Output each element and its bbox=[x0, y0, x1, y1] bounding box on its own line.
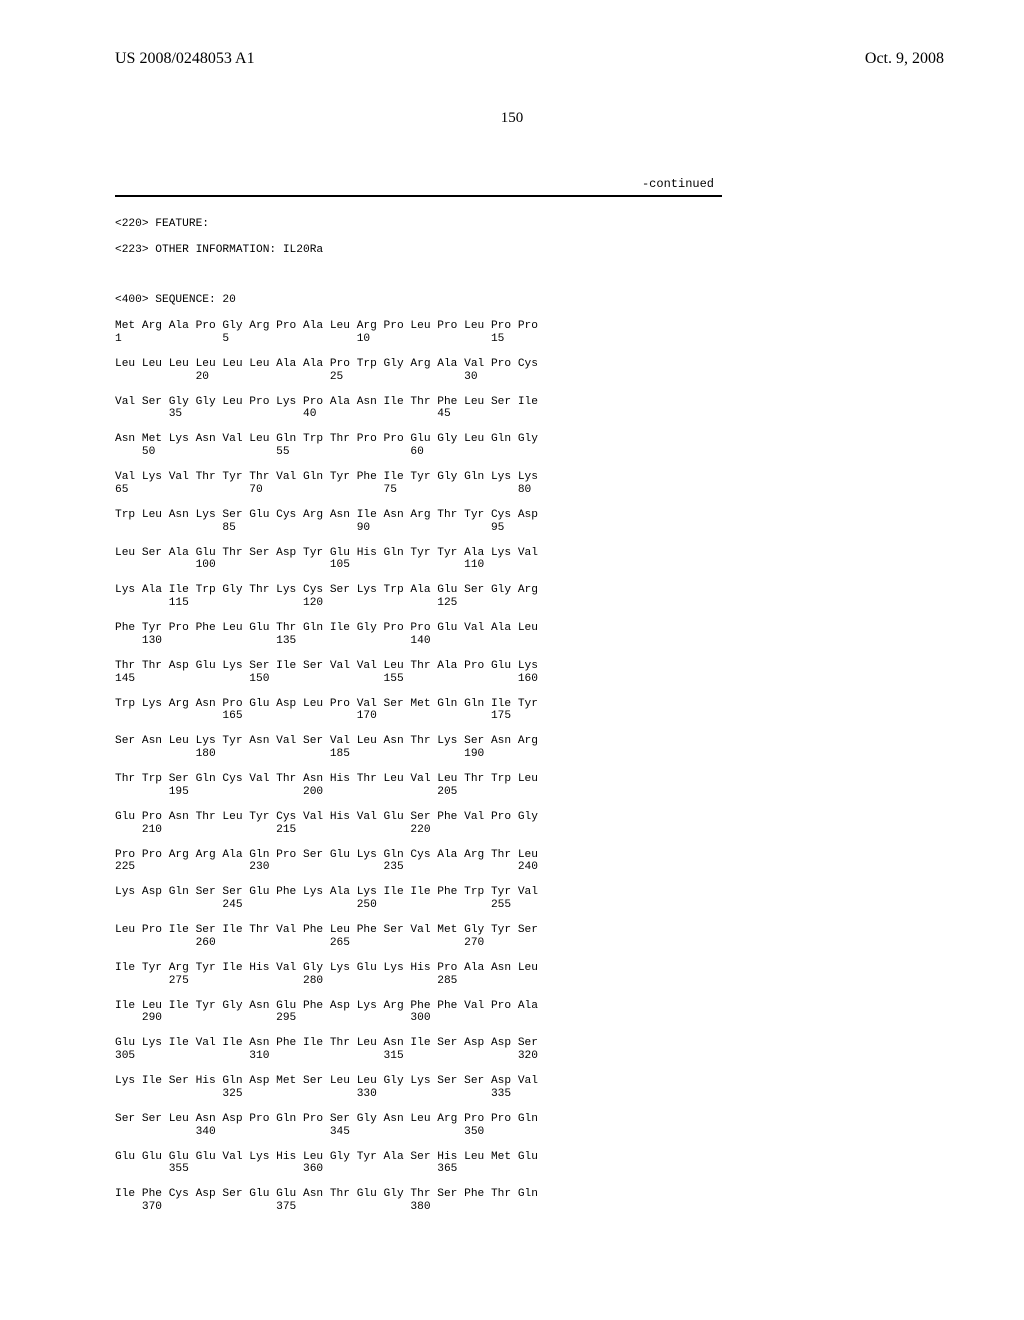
sequence-row: Trp Lys Arg Asn Pro Glu Asp Leu Pro Val … bbox=[115, 698, 1024, 724]
amino-acid-line: Ile Leu Ile Tyr Gly Asn Glu Phe Asp Lys … bbox=[115, 1000, 1024, 1013]
sequence-row: Leu Leu Leu Leu Leu Leu Ala Ala Pro Trp … bbox=[115, 358, 1024, 384]
sequence-row: Thr Trp Ser Gln Cys Val Thr Asn His Thr … bbox=[115, 773, 1024, 799]
position-number-line: 195 200 205 bbox=[115, 786, 1024, 799]
amino-acid-line: Lys Ile Ser His Gln Asp Met Ser Leu Leu … bbox=[115, 1075, 1024, 1088]
sequence-row: Asn Met Lys Asn Val Leu Gln Trp Thr Pro … bbox=[115, 433, 1024, 459]
amino-acid-line: Thr Trp Ser Gln Cys Val Thr Asn His Thr … bbox=[115, 773, 1024, 786]
position-number-line: 145 150 155 160 bbox=[115, 673, 1024, 686]
spacer bbox=[115, 269, 1024, 281]
amino-acid-line: Ile Tyr Arg Tyr Ile His Val Gly Lys Glu … bbox=[115, 962, 1024, 975]
sequence-id-line: <400> SEQUENCE: 20 bbox=[115, 294, 1024, 307]
position-number-line: 210 215 220 bbox=[115, 824, 1024, 837]
sequence-rows: Met Arg Ala Pro Gly Arg Pro Ala Leu Arg … bbox=[115, 320, 1024, 1214]
publication-date: Oct. 9, 2008 bbox=[865, 50, 944, 68]
amino-acid-line: Trp Leu Asn Lys Ser Glu Cys Arg Asn Ile … bbox=[115, 509, 1024, 522]
position-number-line: 325 330 335 bbox=[115, 1088, 1024, 1101]
position-number-line: 65 70 75 80 bbox=[115, 484, 1024, 497]
amino-acid-line: Lys Asp Gln Ser Ser Glu Phe Lys Ala Lys … bbox=[115, 886, 1024, 899]
sequence-row: Thr Thr Asp Glu Lys Ser Ile Ser Val Val … bbox=[115, 660, 1024, 686]
amino-acid-line: Leu Pro Ile Ser Ile Thr Val Phe Leu Phe … bbox=[115, 924, 1024, 937]
sequence-row: Phe Tyr Pro Phe Leu Glu Thr Gln Ile Gly … bbox=[115, 622, 1024, 648]
position-number-line: 225 230 235 240 bbox=[115, 861, 1024, 874]
position-number-line: 165 170 175 bbox=[115, 710, 1024, 723]
position-number-line: 100 105 110 bbox=[115, 559, 1024, 572]
amino-acid-line: Leu Ser Ala Glu Thr Ser Asp Tyr Glu His … bbox=[115, 547, 1024, 560]
sequence-listing: <220> FEATURE: <223> OTHER INFORMATION: … bbox=[0, 205, 1024, 1227]
position-number-line: 35 40 45 bbox=[115, 408, 1024, 421]
sequence-row: Lys Ala Ile Trp Gly Thr Lys Cys Ser Lys … bbox=[115, 584, 1024, 610]
sequence-row: Ser Ser Leu Asn Asp Pro Gln Pro Ser Gly … bbox=[115, 1113, 1024, 1139]
sequence-row: Lys Ile Ser His Gln Asp Met Ser Leu Leu … bbox=[115, 1075, 1024, 1101]
other-info-line: <223> OTHER INFORMATION: IL20Ra bbox=[115, 244, 1024, 257]
page-header: US 2008/0248053 A1 Oct. 9, 2008 bbox=[0, 0, 1024, 68]
amino-acid-line: Glu Lys Ile Val Ile Asn Phe Ile Thr Leu … bbox=[115, 1037, 1024, 1050]
position-number-line: 245 250 255 bbox=[115, 899, 1024, 912]
sequence-row: Val Ser Gly Gly Leu Pro Lys Pro Ala Asn … bbox=[115, 396, 1024, 422]
sequence-row: Ile Leu Ile Tyr Gly Asn Glu Phe Asp Lys … bbox=[115, 1000, 1024, 1026]
position-number-line: 355 360 365 bbox=[115, 1163, 1024, 1176]
amino-acid-line: Thr Thr Asp Glu Lys Ser Ile Ser Val Val … bbox=[115, 660, 1024, 673]
amino-acid-line: Glu Glu Glu Glu Val Lys His Leu Gly Tyr … bbox=[115, 1151, 1024, 1164]
sequence-row: Ser Asn Leu Lys Tyr Asn Val Ser Val Leu … bbox=[115, 735, 1024, 761]
amino-acid-line: Pro Pro Arg Arg Ala Gln Pro Ser Glu Lys … bbox=[115, 849, 1024, 862]
sequence-row: Trp Leu Asn Lys Ser Glu Cys Arg Asn Ile … bbox=[115, 509, 1024, 535]
position-number-line: 50 55 60 bbox=[115, 446, 1024, 459]
position-number-line: 180 185 190 bbox=[115, 748, 1024, 761]
amino-acid-line: Ser Asn Leu Lys Tyr Asn Val Ser Val Leu … bbox=[115, 735, 1024, 748]
position-number-line: 260 265 270 bbox=[115, 937, 1024, 950]
sequence-row: Lys Asp Gln Ser Ser Glu Phe Lys Ala Lys … bbox=[115, 886, 1024, 912]
sequence-row: Leu Pro Ile Ser Ile Thr Val Phe Leu Phe … bbox=[115, 924, 1024, 950]
position-number-line: 130 135 140 bbox=[115, 635, 1024, 648]
sequence-row: Glu Glu Glu Glu Val Lys His Leu Gly Tyr … bbox=[115, 1151, 1024, 1177]
amino-acid-line: Val Ser Gly Gly Leu Pro Lys Pro Ala Asn … bbox=[115, 396, 1024, 409]
feature-line: <220> FEATURE: bbox=[115, 218, 1024, 231]
publication-number: US 2008/0248053 A1 bbox=[115, 50, 255, 68]
position-number-line: 1 5 10 15 bbox=[115, 333, 1024, 346]
amino-acid-line: Asn Met Lys Asn Val Leu Gln Trp Thr Pro … bbox=[115, 433, 1024, 446]
sequence-row: Glu Pro Asn Thr Leu Tyr Cys Val His Val … bbox=[115, 811, 1024, 837]
sequence-row: Met Arg Ala Pro Gly Arg Pro Ala Leu Arg … bbox=[115, 320, 1024, 346]
position-number-line: 115 120 125 bbox=[115, 597, 1024, 610]
sequence-row: Ile Phe Cys Asp Ser Glu Glu Asn Thr Glu … bbox=[115, 1188, 1024, 1214]
amino-acid-line: Glu Pro Asn Thr Leu Tyr Cys Val His Val … bbox=[115, 811, 1024, 824]
position-number-line: 20 25 30 bbox=[115, 371, 1024, 384]
amino-acid-line: Lys Ala Ile Trp Gly Thr Lys Cys Ser Lys … bbox=[115, 584, 1024, 597]
amino-acid-line: Trp Lys Arg Asn Pro Glu Asp Leu Pro Val … bbox=[115, 698, 1024, 711]
amino-acid-line: Met Arg Ala Pro Gly Arg Pro Ala Leu Arg … bbox=[115, 320, 1024, 333]
amino-acid-line: Val Lys Val Thr Tyr Thr Val Gln Tyr Phe … bbox=[115, 471, 1024, 484]
divider-line bbox=[115, 195, 722, 197]
position-number-line: 305 310 315 320 bbox=[115, 1050, 1024, 1063]
position-number-line: 290 295 300 bbox=[115, 1012, 1024, 1025]
sequence-row: Val Lys Val Thr Tyr Thr Val Gln Tyr Phe … bbox=[115, 471, 1024, 497]
sequence-row: Ile Tyr Arg Tyr Ile His Val Gly Lys Glu … bbox=[115, 962, 1024, 988]
sequence-row: Glu Lys Ile Val Ile Asn Phe Ile Thr Leu … bbox=[115, 1037, 1024, 1063]
sequence-row: Pro Pro Arg Arg Ala Gln Pro Ser Glu Lys … bbox=[115, 849, 1024, 875]
position-number-line: 370 375 380 bbox=[115, 1201, 1024, 1214]
page-number: 150 bbox=[0, 110, 1024, 127]
amino-acid-line: Ile Phe Cys Asp Ser Glu Glu Asn Thr Glu … bbox=[115, 1188, 1024, 1201]
amino-acid-line: Ser Ser Leu Asn Asp Pro Gln Pro Ser Gly … bbox=[115, 1113, 1024, 1126]
continued-label: -continued bbox=[0, 177, 1024, 191]
amino-acid-line: Phe Tyr Pro Phe Leu Glu Thr Gln Ile Gly … bbox=[115, 622, 1024, 635]
position-number-line: 85 90 95 bbox=[115, 522, 1024, 535]
position-number-line: 340 345 350 bbox=[115, 1126, 1024, 1139]
sequence-row: Leu Ser Ala Glu Thr Ser Asp Tyr Glu His … bbox=[115, 547, 1024, 573]
position-number-line: 275 280 285 bbox=[115, 975, 1024, 988]
amino-acid-line: Leu Leu Leu Leu Leu Leu Ala Ala Pro Trp … bbox=[115, 358, 1024, 371]
